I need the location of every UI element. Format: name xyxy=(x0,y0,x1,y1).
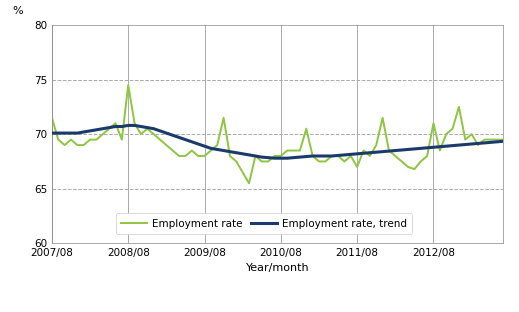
Line: Employment rate: Employment rate xyxy=(52,85,503,183)
Employment rate xyxy=(348,154,354,158)
Employment rate, trend xyxy=(475,142,481,145)
Employment rate, trend xyxy=(113,124,119,128)
Employment rate xyxy=(475,143,481,147)
Employment rate, trend xyxy=(271,156,278,160)
Y-axis label: %: % xyxy=(13,6,23,16)
X-axis label: Year/month: Year/month xyxy=(246,263,309,273)
Employment rate, trend xyxy=(49,131,55,135)
Employment rate, trend xyxy=(316,154,322,158)
Employment rate, trend xyxy=(125,124,131,127)
Employment rate, trend xyxy=(367,151,373,154)
Employment rate xyxy=(316,159,322,163)
Employment rate xyxy=(208,149,214,152)
Employment rate xyxy=(125,83,131,87)
Employment rate xyxy=(113,121,119,125)
Employment rate, trend xyxy=(348,153,354,156)
Employment rate xyxy=(367,154,373,158)
Line: Employment rate, trend: Employment rate, trend xyxy=(52,125,503,158)
Employment rate, trend xyxy=(500,139,507,143)
Employment rate xyxy=(500,138,507,141)
Employment rate, trend xyxy=(208,146,214,150)
Employment rate xyxy=(49,116,55,119)
Legend: Employment rate, Employment rate, trend: Employment rate, Employment rate, trend xyxy=(116,213,413,234)
Employment rate xyxy=(246,181,252,185)
